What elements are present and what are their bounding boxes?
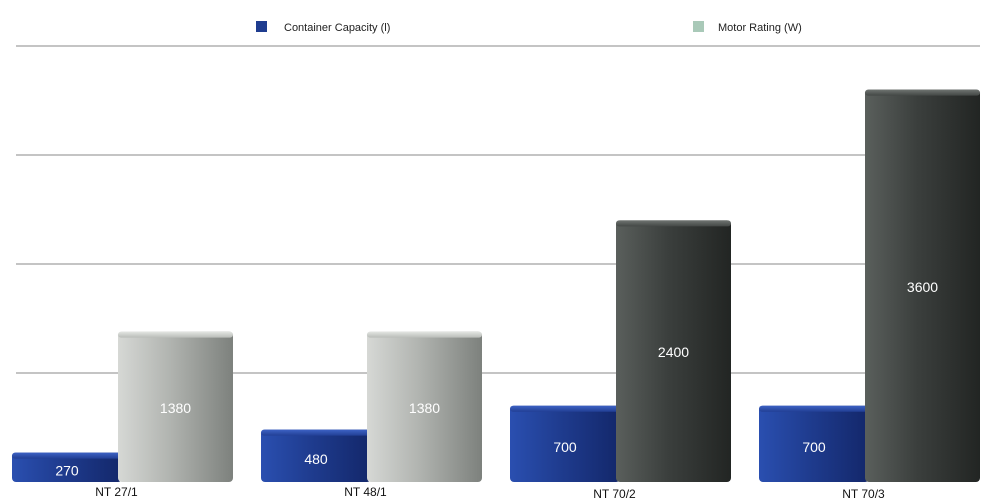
bar-motor-body — [616, 220, 731, 482]
category-label: NT 27/1 — [95, 485, 138, 499]
bar-capacity-top — [261, 429, 371, 436]
bar-capacity-body — [12, 452, 122, 482]
bar-capacity-body — [759, 405, 869, 482]
data-label-capacity: 480 — [304, 451, 328, 467]
bar-capacity: 700 — [510, 405, 620, 482]
legend-label-capacity: Container Capacity (l) — [284, 22, 390, 34]
bar-capacity: 480 — [261, 429, 371, 482]
data-label-capacity: 270 — [55, 462, 79, 478]
bar-motor-body — [865, 89, 980, 482]
legend-swatch-capacity — [256, 21, 267, 32]
bar-capacity-body — [261, 429, 371, 482]
bar-motor: 1380 — [367, 331, 482, 482]
bar-capacity-top — [12, 452, 122, 459]
bar-capacity-top — [510, 405, 620, 412]
category-labels: NT 27/1 NT 48/1 NT 70/2 NT 70/3 — [95, 485, 885, 501]
bar-motor-top — [367, 331, 482, 338]
bar-motor-top — [865, 89, 980, 96]
legend-swatch-motor — [693, 21, 704, 32]
bar-motor: 2400 — [616, 220, 731, 482]
bar-capacity-body — [510, 405, 620, 482]
gridlines — [16, 45, 980, 374]
bar-motor: 3600 — [865, 89, 980, 482]
data-label-motor: 2400 — [658, 344, 689, 360]
data-label-motor: 1380 — [409, 400, 440, 416]
bar-capacity-top — [759, 405, 869, 412]
category-label: NT 70/2 — [593, 487, 636, 501]
legend-label-motor: Motor Rating (W) — [718, 22, 802, 34]
bar-motor-top — [118, 331, 233, 338]
bar-capacity: 270 — [12, 452, 122, 482]
category-label: NT 70/3 — [842, 487, 885, 501]
bars: 270 1380 480 1380 700 2400 700 3600 — [12, 89, 980, 482]
bar-motor-body — [118, 331, 233, 482]
bar-motor-body — [367, 331, 482, 482]
data-label-capacity: 700 — [553, 439, 577, 455]
bar-motor: 1380 — [118, 331, 233, 482]
category-label: NT 48/1 — [344, 485, 387, 499]
bar-capacity: 700 — [759, 405, 869, 482]
bar-motor-top — [616, 220, 731, 227]
legend: Container Capacity (l) Motor Rating (W) — [256, 21, 802, 34]
data-label-capacity: 700 — [802, 439, 826, 455]
data-label-motor: 3600 — [907, 279, 938, 295]
data-label-motor: 1380 — [160, 400, 191, 416]
